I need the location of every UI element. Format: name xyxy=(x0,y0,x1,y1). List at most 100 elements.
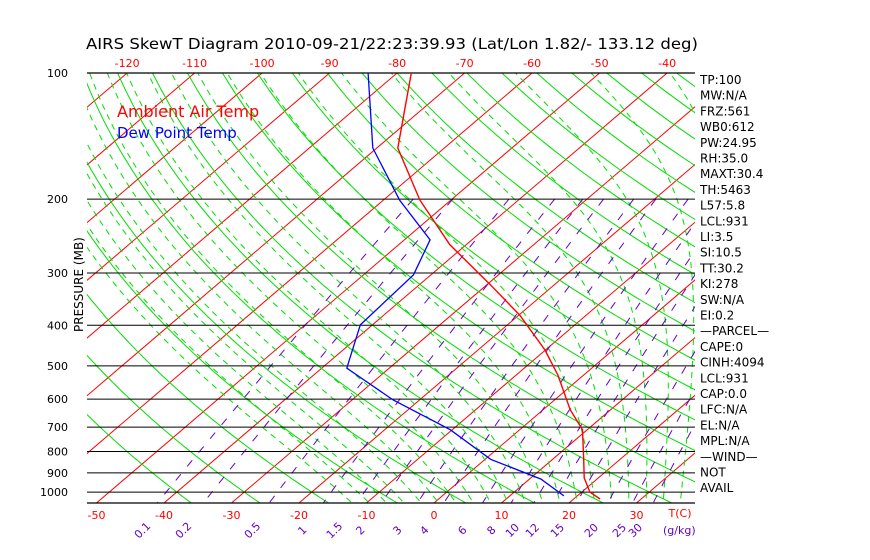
mixing-ratio-line xyxy=(575,305,695,503)
moist-adiabat-line xyxy=(390,73,630,503)
index-label: MAXT:30.4 xyxy=(700,167,763,181)
mixing-ratio-line xyxy=(380,198,604,503)
y-tick-label: 900 xyxy=(47,467,68,480)
dry-adiabat-line xyxy=(87,413,193,503)
index-label: LCL:931 xyxy=(700,214,749,228)
isotherm-line xyxy=(433,279,695,503)
y-tick-label: 800 xyxy=(47,445,68,458)
mixing-ratio-line xyxy=(443,198,657,503)
y-tick-label: 700 xyxy=(47,421,68,434)
index-label: PW:24.95 xyxy=(700,136,757,150)
index-label: TH:5463 xyxy=(699,183,751,197)
mixing-ratio-label: 2 xyxy=(353,523,367,537)
mixing-ratio-label: 0.1 xyxy=(132,520,154,542)
mixing-ratio-label: 6 xyxy=(455,523,469,537)
index-label: SW:N/A xyxy=(700,293,745,307)
isotherm-line xyxy=(832,0,870,509)
index-label: FRZ:561 xyxy=(700,104,750,118)
dry-adiabat-line xyxy=(87,161,467,503)
mixing-ratio-line xyxy=(652,423,695,503)
x-tick-label: 20 xyxy=(562,509,576,522)
index-label: MW:N/A xyxy=(700,89,748,103)
index-label: LFC:N/A xyxy=(700,403,748,417)
index-label: EL:N/A xyxy=(700,418,740,432)
legend-ambient-air-temp: Ambient Air Temp xyxy=(117,102,259,121)
x-tick-label: -20 xyxy=(290,509,308,522)
mixing-ratio-label: 1.5 xyxy=(324,520,346,542)
mixing-ratio-label: 20 xyxy=(582,521,601,540)
mixing-ratio-line xyxy=(356,198,584,503)
top-tick-label: -100 xyxy=(250,57,275,70)
dry-adiabat-line xyxy=(87,293,330,503)
index-label: SI:10.5 xyxy=(700,246,742,260)
mixing-ratio-label: 12 xyxy=(523,521,542,540)
dry-adiabat-line xyxy=(431,73,695,276)
dry-adiabat-line xyxy=(151,73,674,503)
index-label: WB0:612 xyxy=(700,120,755,134)
index-label: NOT xyxy=(700,466,726,480)
mixing-ratio-line xyxy=(156,198,414,503)
mixing-ratio-label: 30 xyxy=(626,521,645,540)
isotherm-line xyxy=(87,73,466,397)
top-tick-label: -70 xyxy=(456,57,474,70)
dry-adiabat-line xyxy=(87,230,399,503)
mixing-ratio-line xyxy=(416,198,634,503)
dry-adiabat-line xyxy=(326,73,695,361)
isotherm-line xyxy=(163,73,668,503)
dry-adiabat-line xyxy=(87,354,261,503)
x-tick-label: -40 xyxy=(155,509,173,522)
mixing-ratio-line xyxy=(510,222,695,503)
dry-adiabat-line xyxy=(221,73,695,452)
mixing-ratio-unit-label: (g/kg) xyxy=(663,524,696,537)
dry-adiabat-line xyxy=(256,73,695,421)
top-tick-label: -40 xyxy=(658,57,676,70)
dry-adiabat-line xyxy=(631,0,870,509)
mixing-ratio-label: 1 xyxy=(295,523,309,537)
x-tick-label: -50 xyxy=(88,509,106,522)
isotherm-line xyxy=(0,0,33,509)
top-tick-label: -120 xyxy=(115,57,140,70)
dry-adiabat-line xyxy=(751,0,870,509)
dry-adiabat-line xyxy=(361,73,695,332)
mixing-ratio-line xyxy=(202,198,454,503)
index-label: —WIND— xyxy=(700,450,758,464)
top-tick-label: -90 xyxy=(321,57,339,70)
mixing-ratio-line xyxy=(631,388,695,503)
mixing-ratio-line xyxy=(533,249,695,503)
chart-title: AIRS SkewT Diagram 2010-09-21/22:23:39.9… xyxy=(86,35,698,53)
top-tick-label: -50 xyxy=(591,57,609,70)
index-label: LCL:931 xyxy=(700,371,749,385)
moist-adiabat-line xyxy=(341,73,613,503)
mixing-ratio-label: 0.5 xyxy=(242,520,264,542)
index-label: AVAIL xyxy=(700,481,734,495)
index-label: MPL:N/A xyxy=(700,434,750,448)
mixing-ratio-line xyxy=(481,198,689,503)
top-tick-label: -60 xyxy=(523,57,541,70)
y-tick-label: 300 xyxy=(47,267,68,280)
dry-adiabat-line xyxy=(812,0,870,509)
y-axis-label: PRESSURE (MB) xyxy=(72,237,86,332)
dry-adiabat-line xyxy=(501,73,695,220)
x-tick-label: 0 xyxy=(431,509,438,522)
legend-dew-point-temp: Dew Point Temp xyxy=(117,124,237,142)
mixing-ratio-label: 15 xyxy=(548,521,567,540)
dewpoint-temp-line xyxy=(346,73,565,497)
y-tick-label: 600 xyxy=(47,393,68,406)
mixing-ratio-label: 0.2 xyxy=(173,520,195,542)
moist-adiabat-line xyxy=(260,73,578,503)
moist-adiabat-line xyxy=(297,73,596,503)
mixing-ratio-label: 10 xyxy=(503,521,522,540)
moist-adiabat-line xyxy=(226,73,561,503)
isotherm-line xyxy=(365,221,695,503)
y-tick-label: 1000 xyxy=(40,486,68,499)
x-axis-unit-label: T(C) xyxy=(668,507,692,520)
dry-adiabat-line xyxy=(782,0,870,509)
x-tick-label: -10 xyxy=(358,509,376,522)
index-label: TT:30.2 xyxy=(699,261,744,275)
top-tick-label: -80 xyxy=(388,57,406,70)
mixing-ratio-label: 3 xyxy=(390,523,404,537)
moist-adiabat-line xyxy=(515,73,669,503)
mixing-ratio-label: 4 xyxy=(417,523,431,537)
mixing-ratio-line xyxy=(268,198,510,503)
